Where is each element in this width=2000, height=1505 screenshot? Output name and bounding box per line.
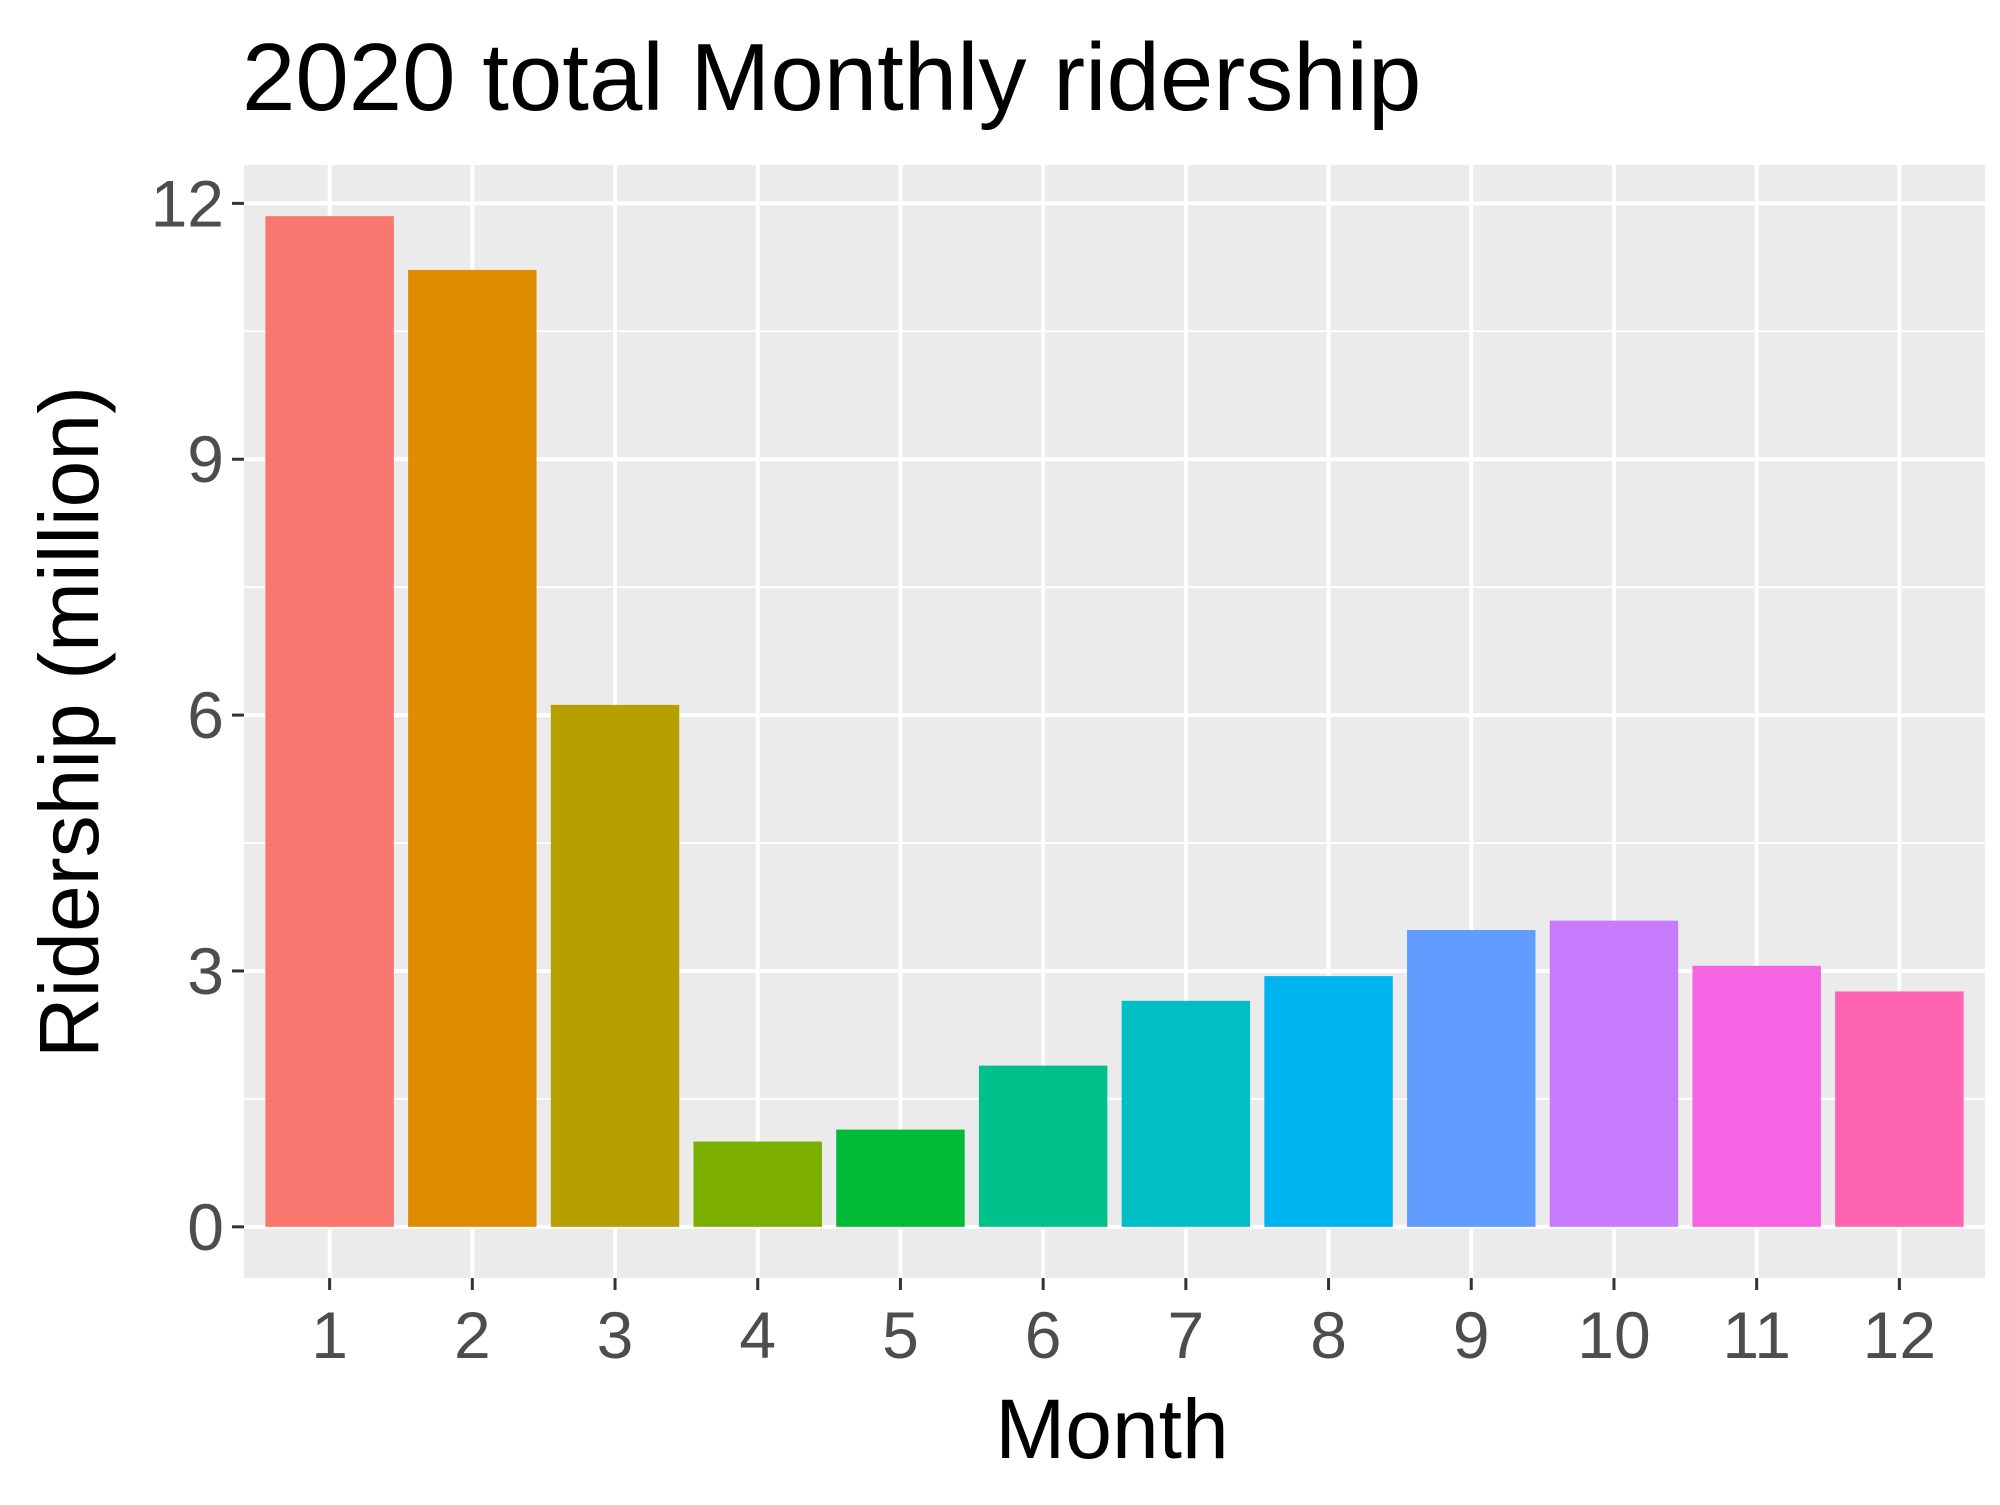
- x-tick-label: 4: [739, 1298, 776, 1372]
- chart-title: 2020 total Monthly ridership: [242, 24, 1421, 131]
- x-axis-title: Month: [995, 1382, 1228, 1476]
- bar-month-7: [1121, 1000, 1251, 1227]
- x-tick-label: 9: [1453, 1298, 1490, 1372]
- x-tick-label: 5: [882, 1298, 919, 1372]
- y-tick-label: 3: [187, 934, 224, 1008]
- bar-month-5: [836, 1129, 965, 1227]
- bar-month-3: [550, 704, 680, 1227]
- bar-month-1: [265, 216, 394, 1227]
- x-tick-label: 3: [597, 1298, 634, 1372]
- y-tick-label: 9: [187, 422, 224, 496]
- bar-month-6: [978, 1065, 1108, 1227]
- y-tick-label: 0: [187, 1190, 224, 1264]
- x-tick-label: 7: [1167, 1298, 1204, 1372]
- x-tick-label: 10: [1577, 1298, 1650, 1372]
- x-tick-label: 1: [311, 1298, 348, 1372]
- bar-month-2: [408, 269, 537, 1227]
- x-tick-label: 6: [1025, 1298, 1062, 1372]
- x-tick-label: 12: [1863, 1298, 1936, 1372]
- y-axis-title: Ridership (million): [22, 386, 116, 1058]
- bar-month-11: [1692, 965, 1821, 1227]
- y-tick-label: 12: [151, 166, 224, 240]
- x-tick-label: 8: [1310, 1298, 1347, 1372]
- bar-month-8: [1264, 976, 1393, 1227]
- bar-month-12: [1835, 991, 1964, 1227]
- bar-month-4: [693, 1141, 822, 1227]
- bars: [265, 216, 1964, 1227]
- x-tick-label: 11: [1722, 1298, 1791, 1372]
- x-tick-label: 2: [454, 1298, 491, 1372]
- bar-month-9: [1407, 930, 1536, 1227]
- bar-month-10: [1549, 920, 1679, 1227]
- y-tick-label: 6: [187, 678, 224, 752]
